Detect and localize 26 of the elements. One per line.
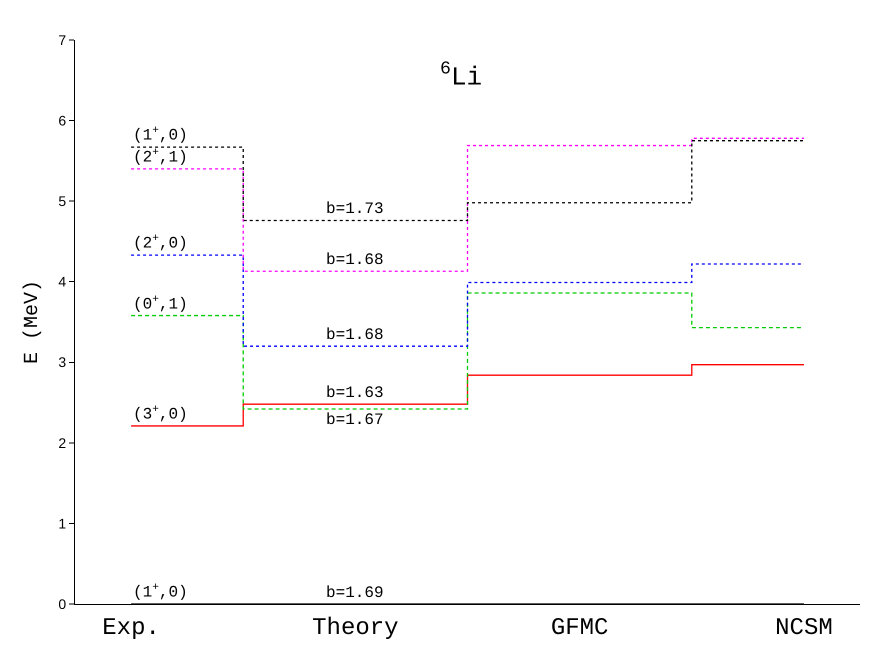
annotation: b=1.63 xyxy=(326,384,384,402)
y-tick-label: 5 xyxy=(58,193,66,210)
series-label: (1$^{+}$,0) xyxy=(133,125,188,145)
y-tick-label: 6 xyxy=(58,112,66,128)
x-tick-label: Theory xyxy=(312,614,399,642)
y-tick-label: 2 xyxy=(58,434,66,451)
annotation: b=1.67 xyxy=(326,411,384,429)
x-tick-label: GFMC xyxy=(550,614,608,642)
x-tick-label: NCSM xyxy=(775,614,833,642)
y-tick-label: 0 xyxy=(58,596,66,612)
y-tick-label: 3 xyxy=(58,354,66,370)
series-label: (3$^{+}$,0) xyxy=(133,404,188,424)
series-label: (2$^{+}$,1) xyxy=(133,147,188,167)
x-tick-label: Exp. xyxy=(102,614,160,642)
series-label: (0$^{+}$,1) xyxy=(133,294,188,314)
y-tick-label: 4 xyxy=(58,274,66,290)
series-label: (2$^{+}$,0) xyxy=(133,233,188,253)
y-axis-title: E (MeV) xyxy=(20,280,44,364)
annotation: b=1.68 xyxy=(326,251,384,269)
y-tick-label: 1 xyxy=(58,515,66,532)
series-label: (1$^{+}$,0) xyxy=(133,582,188,602)
annotation: b=1.69 xyxy=(326,584,384,602)
annotation: b=1.73 xyxy=(326,200,384,218)
y-tick-label: 7 xyxy=(58,32,66,48)
annotation: b=1.68 xyxy=(326,326,384,344)
text: $^{6}$Li xyxy=(440,60,482,93)
